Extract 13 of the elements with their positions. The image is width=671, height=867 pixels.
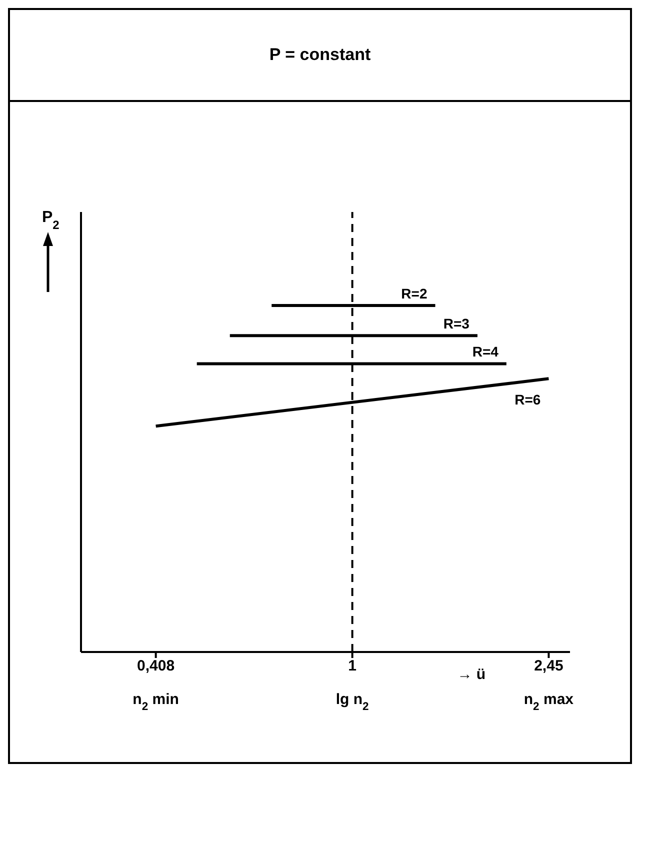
x-tick-label: 0,408 (137, 658, 175, 675)
text: → ü (457, 666, 486, 683)
x-tick-label: 2,45 (534, 658, 564, 675)
series-label: R=2 (401, 286, 428, 302)
x-tick-label: 1 (348, 658, 356, 675)
x-axis-title: lg n$_{2}$ (336, 691, 369, 713)
y-axis-title: P$_{2}$ (42, 209, 60, 232)
text: n$_{2}$ min (132, 691, 179, 713)
series-label: R=6 (514, 392, 541, 408)
text: n$_{2}$ max (524, 691, 574, 713)
series-label: R=3 (443, 316, 470, 332)
series-label: R=4 (472, 344, 499, 360)
chart-title: P = constant (10, 10, 630, 102)
